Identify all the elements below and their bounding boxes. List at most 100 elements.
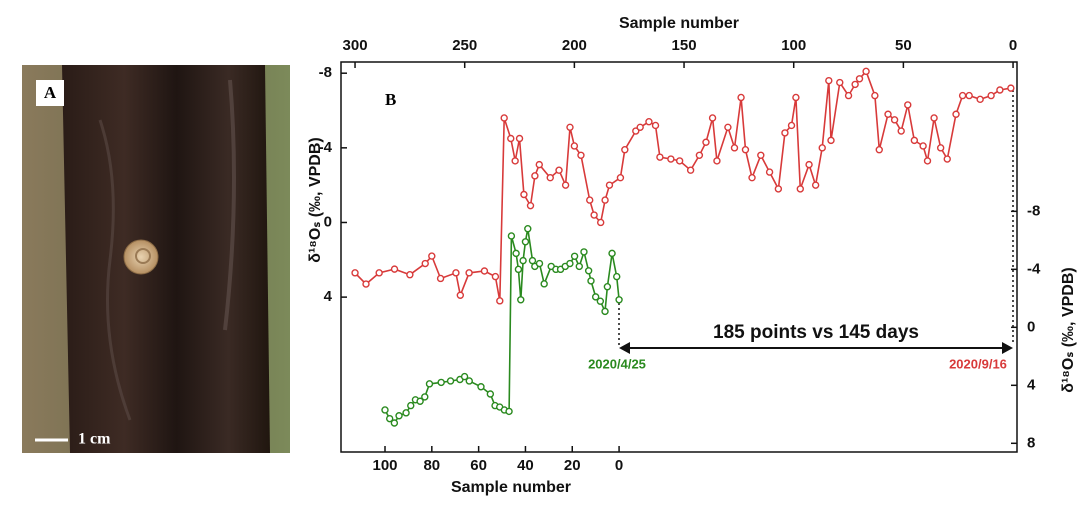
data-point — [395, 412, 403, 420]
x2-tick-label: 40 — [517, 457, 534, 474]
data-point — [416, 397, 424, 405]
data-point — [491, 272, 500, 281]
x-tick-label: 100 — [781, 37, 806, 54]
data-point — [608, 249, 616, 258]
data-point — [480, 267, 489, 275]
y2-tick-label: 0 — [1027, 318, 1035, 335]
data-point — [385, 414, 394, 423]
data-point — [919, 142, 927, 150]
bark-highlight — [98, 119, 132, 421]
y-tick-label: 4 — [324, 288, 333, 305]
data-point — [862, 67, 870, 76]
data-point — [651, 121, 660, 130]
data-point — [757, 151, 765, 160]
data-point — [535, 160, 543, 169]
data-point — [871, 91, 879, 100]
data-point — [787, 121, 796, 130]
data-point — [741, 146, 750, 154]
data-point — [827, 136, 835, 145]
y2-tick-label: 4 — [1027, 376, 1036, 393]
y-tick-label: 0 — [324, 213, 332, 230]
data-point — [428, 252, 436, 260]
data-point — [884, 110, 892, 118]
data-point — [577, 151, 585, 160]
data-point — [695, 151, 704, 160]
data-point — [765, 168, 774, 176]
data-point — [601, 196, 609, 204]
data-point — [452, 269, 460, 277]
y2-tick-label: 8 — [1027, 434, 1035, 451]
data-point — [531, 172, 539, 180]
data-point — [535, 259, 544, 268]
data-point — [818, 144, 826, 152]
data-point — [748, 173, 756, 182]
data-point — [605, 181, 614, 189]
photo: A 1 cm — [22, 65, 290, 453]
x2-tick-label: 80 — [423, 457, 440, 474]
x-tick-label: 50 — [895, 37, 912, 54]
data-point — [465, 377, 473, 385]
data-point — [515, 134, 524, 143]
annotation: 2020/9/16 — [949, 356, 1007, 371]
data-point — [446, 377, 455, 385]
data-point — [616, 173, 625, 182]
y2-axis-title: δ¹⁸Oₛ (‰, VPDB) — [1060, 267, 1077, 392]
data-point — [519, 256, 527, 265]
data-point — [561, 181, 570, 189]
data-point — [825, 76, 833, 85]
snail — [123, 239, 159, 275]
data-point — [406, 271, 414, 279]
annotation: 185 points vs 145 days — [713, 322, 919, 343]
y-tick-label: -4 — [319, 139, 333, 156]
data-point — [615, 296, 623, 304]
data-point — [555, 166, 563, 174]
data-point — [904, 101, 912, 109]
data-point — [566, 123, 574, 132]
data-point — [421, 393, 429, 401]
data-point — [375, 269, 383, 277]
x2-tick-label: 100 — [372, 457, 397, 474]
data-point — [686, 166, 695, 174]
data-point — [596, 218, 605, 227]
x-tick-label: 0 — [1009, 37, 1017, 54]
y-axis-title: δ¹⁸Oₛ (‰, VPDB) — [307, 137, 324, 262]
series-line — [354, 69, 1012, 302]
data-point — [774, 185, 783, 193]
data-point — [976, 95, 984, 104]
data-point — [456, 291, 465, 299]
data-point — [1007, 84, 1015, 92]
data-point — [851, 80, 859, 89]
data-point — [645, 118, 653, 126]
data-point — [587, 277, 595, 285]
data-point — [570, 252, 579, 260]
scale-bar-label: 1 cm — [78, 431, 111, 448]
x-tick-label: 200 — [562, 37, 587, 54]
panel-label: A — [44, 83, 57, 102]
data-point — [890, 116, 899, 124]
x2-tick-label: 0 — [615, 457, 623, 474]
data-point — [425, 380, 434, 388]
data-point — [566, 259, 574, 268]
data-point — [591, 293, 600, 301]
data-point — [952, 110, 960, 118]
data-point — [713, 157, 721, 165]
data-point — [844, 91, 853, 100]
data-point — [636, 123, 644, 132]
x2-tick-label: 20 — [564, 457, 581, 474]
data-point — [511, 157, 519, 165]
data-point — [381, 406, 389, 414]
data-point — [936, 144, 945, 152]
data-point — [930, 114, 938, 122]
label-box — [36, 80, 64, 106]
data-point — [465, 269, 473, 277]
data-point — [603, 283, 612, 291]
data-point — [570, 142, 579, 150]
x2-tick-label: 60 — [470, 457, 487, 474]
data-point — [586, 196, 594, 204]
data-point — [486, 390, 495, 398]
series-line — [384, 228, 620, 425]
data-point — [575, 262, 583, 271]
data-point — [805, 160, 813, 169]
data-point — [505, 407, 513, 416]
